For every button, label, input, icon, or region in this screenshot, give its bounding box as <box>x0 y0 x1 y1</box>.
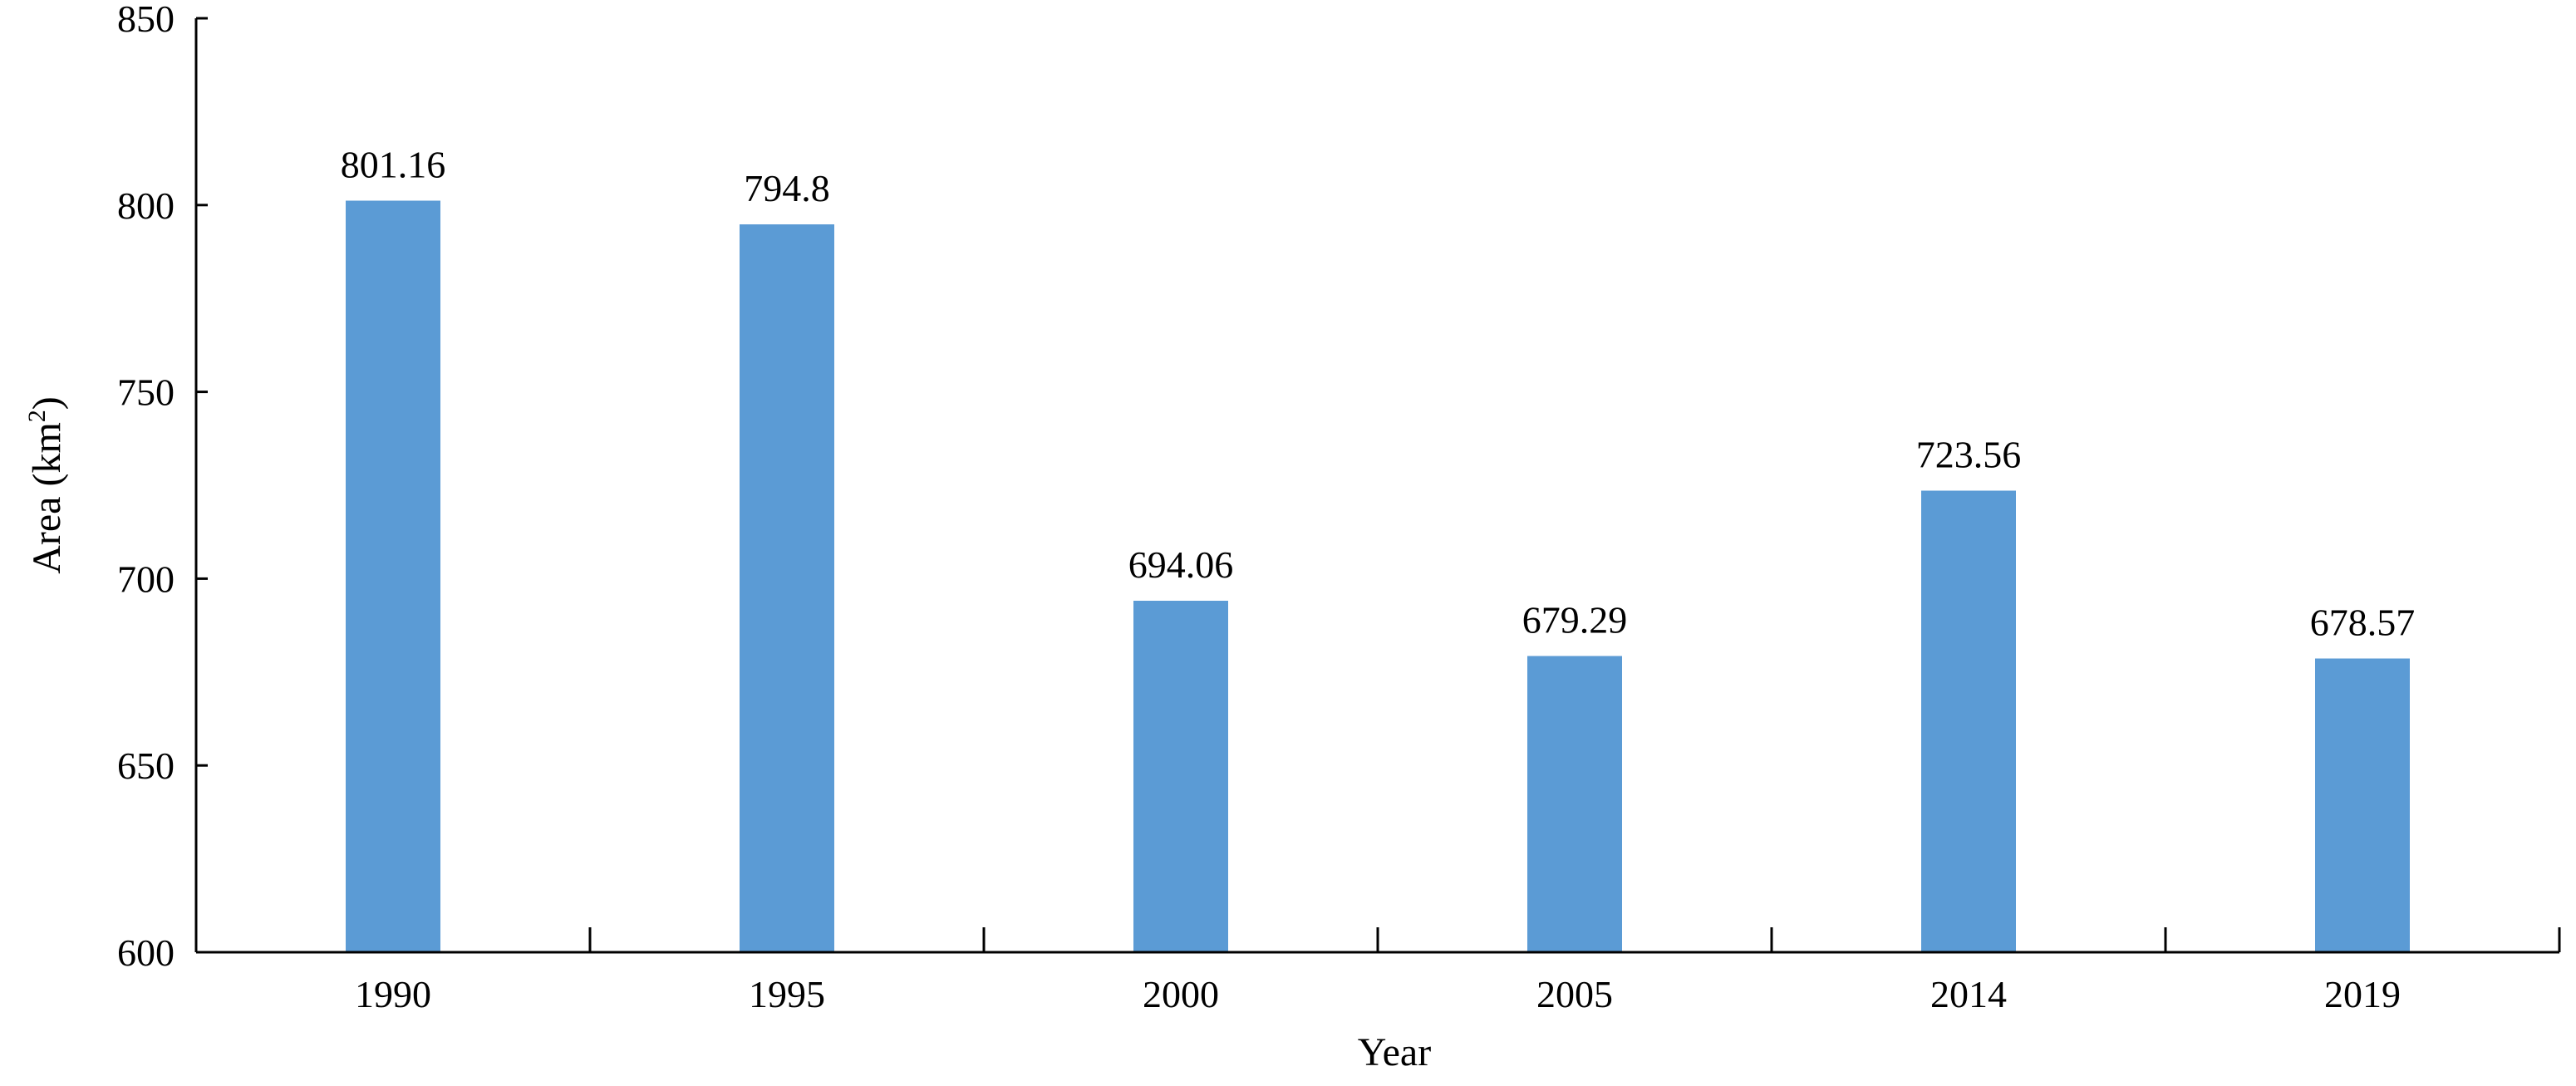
data-label-2019: 678.57 <box>2310 602 2416 644</box>
y-axis-title-main: Area (km <box>25 422 69 574</box>
data-label-2000: 694.06 <box>1128 543 1234 586</box>
y-tick-label: 800 <box>117 184 175 227</box>
y-tick-label: 850 <box>117 0 175 40</box>
y-axis-title-superscript: 2 <box>23 410 51 422</box>
x-tick-label: 1990 <box>355 973 431 1015</box>
y-tick-label: 600 <box>117 931 175 974</box>
y-tick-label: 750 <box>117 371 175 414</box>
bar-2005 <box>1527 656 1622 952</box>
y-ticks: 600 650 700 750 800 850 <box>117 0 208 974</box>
bar-2019 <box>2315 658 2410 952</box>
data-label-2014: 723.56 <box>1916 433 2022 475</box>
x-tick-label: 2014 <box>1930 973 2007 1015</box>
y-tick-label: 700 <box>117 558 175 600</box>
y-axis-title-end: ) <box>25 396 69 410</box>
data-label-2005: 679.29 <box>1522 599 1628 641</box>
y-tick-label: 650 <box>117 744 175 787</box>
x-tick-label: 2019 <box>2324 973 2401 1015</box>
y-axis-title: Area (km2) <box>23 396 69 574</box>
bar-2014 <box>1921 490 2016 952</box>
x-axis-title: Year <box>1358 1030 1431 1074</box>
data-label-1995: 794.8 <box>744 167 830 209</box>
x-tick-label: 1995 <box>749 973 825 1015</box>
bar-1990 <box>346 200 440 952</box>
x-tick-label: 2005 <box>1536 973 1613 1015</box>
axes-layer <box>194 18 2559 954</box>
bars-layer <box>346 200 2410 952</box>
x-tick-label: 2000 <box>1143 973 1219 1015</box>
x-ticks: 1990 1995 2000 2005 2014 2019 <box>355 927 2561 1015</box>
data-labels: 801.16 794.8 694.06 679.29 723.56 678.57 <box>341 144 2416 644</box>
data-label-1990: 801.16 <box>341 144 446 186</box>
bar-2000 <box>1133 601 1228 952</box>
bar-1995 <box>740 224 834 952</box>
